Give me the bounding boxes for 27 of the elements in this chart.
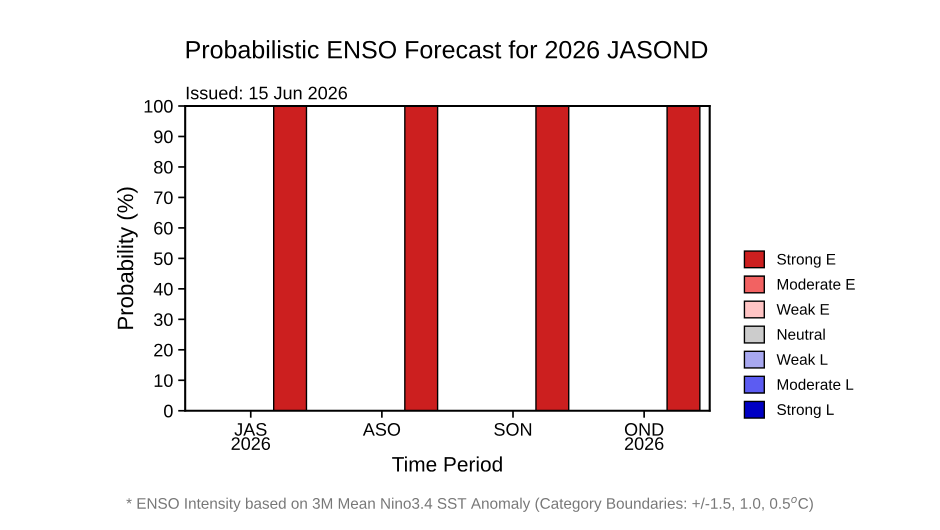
legend-label: Weak L	[776, 354, 828, 365]
legend-label: Strong E	[777, 254, 836, 268]
y-tick-label: 40	[154, 282, 173, 296]
y-tick-label: 50	[154, 252, 173, 266]
x-axis-title: Time Period	[392, 456, 502, 472]
y-tick-label: 30	[154, 313, 173, 326]
y-tick-label: 80	[154, 160, 173, 174]
y-tick-label: 0	[164, 404, 173, 418]
y-axis-title: Probability (%)	[116, 188, 138, 329]
y-tick-label: 20	[154, 344, 173, 357]
legend-label: Strong L	[777, 404, 834, 418]
x-tick-label: SON	[494, 423, 532, 436]
text: * ENSO Intensity based on 3M Mean Nino3.4 SST Anomaly (Category Boundaries: +/-1.5, 1.0, 0.5$^{o}$C)	[126, 496, 813, 512]
legend-label: Moderate E	[778, 278, 855, 290]
chart-title: Probabilistic ENSO Forecast for 2026 JASOND	[186, 40, 708, 59]
legend-label: Weak E	[776, 304, 830, 315]
y-tick-label: 60	[154, 222, 173, 235]
legend-label: Moderate L	[778, 378, 854, 390]
x-tick-label: JAS 2026	[232, 423, 270, 450]
legend-label: Neutral	[778, 328, 825, 340]
x-tick-label: OND 2026	[624, 423, 664, 450]
text: Issued: 15 Jun 2026	[186, 86, 348, 100]
y-tick-label: 100	[144, 100, 173, 113]
x-tick-label: ASO	[362, 423, 400, 436]
y-tick-label: 10	[154, 374, 173, 387]
y-tick-label: 90	[154, 130, 173, 144]
y-tick-label: 70	[154, 191, 173, 204]
